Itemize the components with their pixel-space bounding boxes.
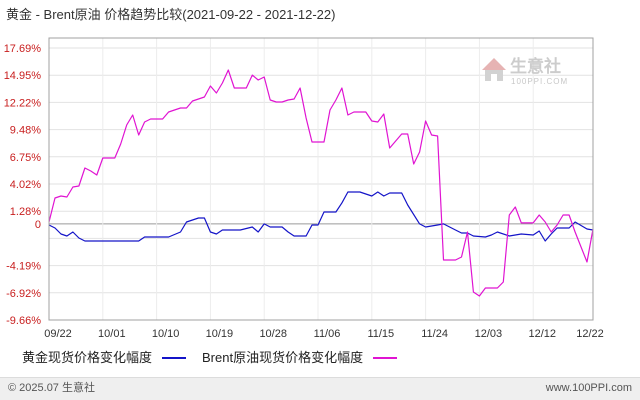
legend-swatch-brent bbox=[373, 357, 398, 359]
watermark-logo: 生意社 100PPI.COM bbox=[482, 56, 568, 86]
gold-price-change-line bbox=[48, 191, 594, 242]
x-tick-label: 10/01 bbox=[98, 328, 126, 340]
y-tick-label: 4.02% bbox=[10, 179, 41, 191]
watermark-site: 100PPI.COM bbox=[511, 77, 568, 86]
y-tick-label: -4.19% bbox=[6, 261, 41, 273]
x-tick-label: 10/19 bbox=[206, 328, 234, 340]
x-axis-labels: 09/22 10/01 10/10 10/19 10/28 11/06 11/15 11/24… bbox=[44, 328, 604, 340]
y-tick-label: 6.75% bbox=[10, 152, 41, 164]
x-tick-label: 11/15 bbox=[367, 328, 394, 340]
y-tick-label: 9.48% bbox=[10, 125, 41, 137]
y-tick-label: 14.95% bbox=[4, 70, 42, 82]
x-tick-label: 11/06 bbox=[314, 328, 341, 340]
brent-price-change-line bbox=[48, 69, 594, 297]
x-tick-label: 12/03 bbox=[475, 328, 503, 340]
y-tick-label: 0 bbox=[35, 219, 41, 231]
legend-label-gold: 黄金现货价格变化幅度 bbox=[22, 350, 153, 365]
x-tick-label: 10/28 bbox=[259, 328, 287, 340]
y-tick-label: -6.92% bbox=[6, 288, 41, 300]
y-tick-label: -9.66% bbox=[6, 315, 41, 327]
legend-item-gold: 黄金现货价格变化幅度 bbox=[22, 350, 187, 366]
house-logo-icon bbox=[482, 58, 506, 81]
x-tick-label: 12/22 bbox=[576, 328, 604, 340]
chart-title: 黄金 - Brent原油 价格趋势比较(2021-09-22 - 2021-12… bbox=[6, 7, 336, 22]
footer-site-url: www.100PPI.com bbox=[545, 382, 632, 394]
y-tick-label: 17.69% bbox=[4, 43, 42, 55]
x-tick-label: 09/22 bbox=[44, 328, 72, 340]
footer-bar: © 2025.07 生意社 www.100PPI.com bbox=[0, 377, 640, 400]
legend-swatch-gold bbox=[162, 357, 187, 359]
y-tick-label: 12.22% bbox=[4, 97, 42, 109]
series-layer bbox=[48, 69, 594, 297]
footer-copyright: © 2025.07 生意社 bbox=[8, 382, 95, 394]
y-axis-labels: 17.69% 14.95% 12.22% 9.48% 6.75% 4.02% 1.28%0 -… bbox=[4, 43, 42, 327]
x-tick-label: 12/12 bbox=[528, 328, 556, 340]
legend-item-brent: Brent原油现货价格变化幅度 bbox=[202, 350, 398, 366]
chart-svg: 生意社 100PPI.COM 17.69% 14.95% 12.22% 9.48% 6.… bbox=[4, 37, 604, 340]
x-tick-label: 11/24 bbox=[421, 328, 448, 340]
y-tick-label: 1.28% bbox=[10, 206, 41, 218]
plot-frame bbox=[48, 37, 594, 321]
x-tick-label: 10/10 bbox=[152, 328, 180, 340]
gridlines bbox=[49, 38, 593, 321]
watermark-brand: 生意社 bbox=[510, 56, 561, 76]
legend-label-brent: Brent原油现货价格变化幅度 bbox=[202, 350, 364, 365]
